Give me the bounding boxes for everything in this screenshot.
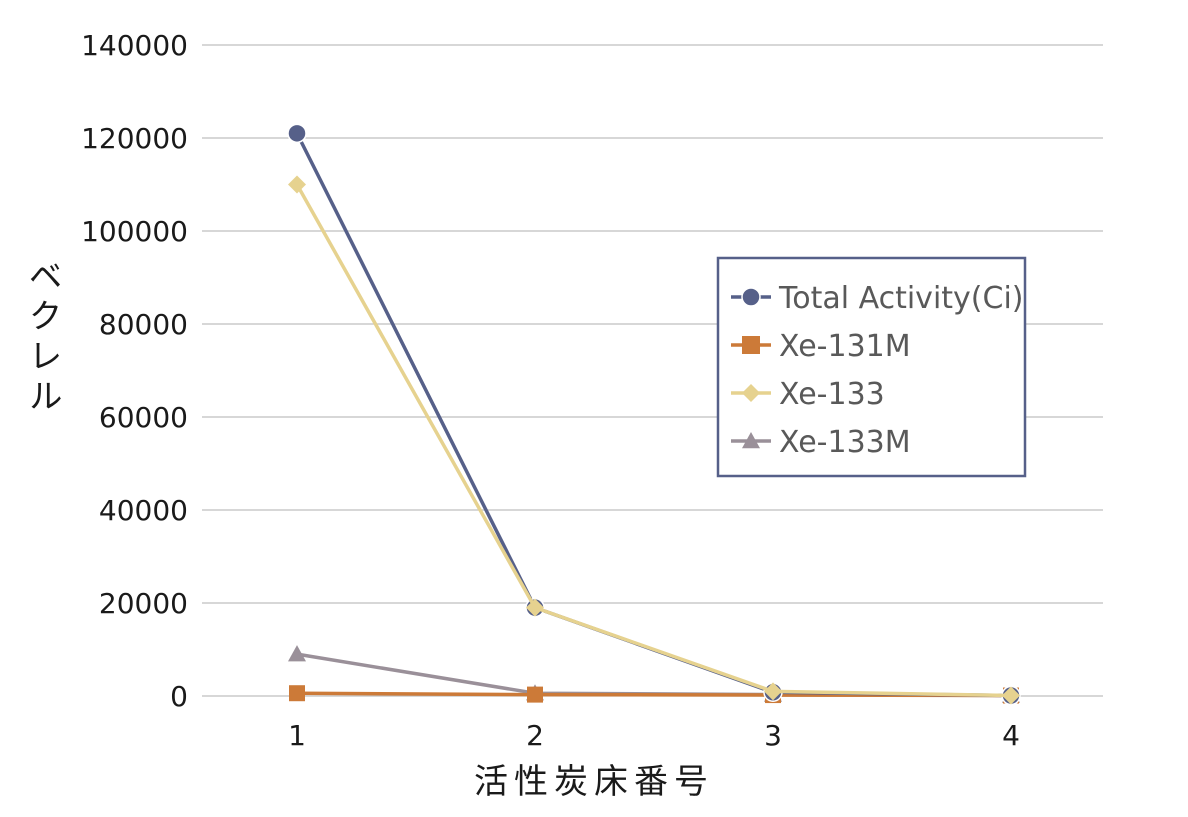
data-point xyxy=(741,287,761,307)
series-line xyxy=(295,183,1012,698)
legend-label: Xe-133 xyxy=(779,377,885,412)
data-point xyxy=(288,645,306,662)
y-tick-label: 20000 xyxy=(99,587,188,620)
legend-label: Total Activity(Ci) xyxy=(778,281,1023,316)
legend-item: Xe-133M xyxy=(731,425,911,460)
series-xe-133 xyxy=(288,175,1020,705)
series-line xyxy=(296,652,1012,698)
gridlines xyxy=(202,44,1103,697)
data-point xyxy=(742,336,760,354)
y-tick-label: 140000 xyxy=(81,29,188,62)
data-point xyxy=(527,686,543,703)
data-point xyxy=(288,175,306,194)
legend-item: Xe-133 xyxy=(731,377,885,412)
y-tick-label: 120000 xyxy=(81,122,188,155)
x-tick-label: 4 xyxy=(1002,719,1020,752)
data-point xyxy=(742,384,760,402)
legend-label: Xe-133M xyxy=(779,425,911,460)
y-tick-label: 0 xyxy=(170,680,188,713)
legend-item: Xe-131M xyxy=(731,329,911,364)
y-tick-label: 40000 xyxy=(99,494,188,527)
y-tick-labels: 0 20000 40000 60000 80000 100000 120000 140000 xyxy=(81,29,188,713)
legend-label: Xe-131M xyxy=(779,329,911,364)
legend-item: Total Activity(Ci) xyxy=(731,281,1023,316)
data-point xyxy=(526,598,544,617)
x-tick-label: 2 xyxy=(526,719,544,752)
legend-items: Total Activity(Ci) Xe-131M Xe-133 Xe-133M xyxy=(731,281,1023,460)
y-tick-label: 60000 xyxy=(99,401,188,434)
data-point xyxy=(289,685,305,702)
series-lines xyxy=(287,123,1021,706)
data-point xyxy=(742,432,760,449)
x-tick-label: 1 xyxy=(288,719,306,752)
x-tick-label: 3 xyxy=(764,719,782,752)
y-tick-label: 100000 xyxy=(81,215,188,248)
x-tick-labels: 1 2 3 4 xyxy=(288,719,1020,752)
legend: Total Activity(Ci) Xe-131M Xe-133 Xe-133M xyxy=(716,256,1027,478)
data-point xyxy=(1002,686,1020,705)
y-axis-title: ベクレル xyxy=(22,258,62,418)
data-point xyxy=(764,682,782,701)
x-axis-title: 活性炭床番号 xyxy=(474,762,714,802)
y-tick-label: 80000 xyxy=(99,308,188,341)
data-point xyxy=(287,123,307,144)
